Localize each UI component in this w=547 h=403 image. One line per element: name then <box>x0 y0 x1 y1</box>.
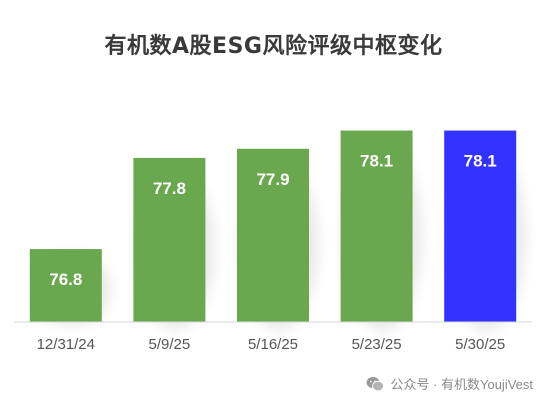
bar <box>237 148 309 322</box>
data-label: 77.8 <box>153 179 186 198</box>
x-tick-label: 12/31/24 <box>37 336 95 353</box>
wechat-icon <box>366 376 385 391</box>
x-tick-label: 5/30/25 <box>455 336 505 353</box>
watermark: 公众号 · 有机数YoujiVest <box>366 374 533 393</box>
x-tick-labels-group: 12/31/24 5/9/25 5/16/25 5/23/25 5/30/25 <box>37 336 506 353</box>
bar <box>444 130 517 322</box>
data-label: 77.9 <box>256 170 289 189</box>
bars-group <box>29 130 517 322</box>
bar <box>340 130 413 322</box>
x-tick-label: 5/9/25 <box>149 336 191 353</box>
data-label: 78.1 <box>464 152 497 171</box>
bar <box>133 157 206 322</box>
bar <box>29 249 102 322</box>
data-label: 76.8 <box>49 270 82 289</box>
watermark-text: 公众号 · 有机数YoujiVest <box>390 377 533 392</box>
chart-title: 有机数A股ESG风险评级中枢变化 <box>104 34 443 59</box>
data-label: 78.1 <box>360 152 393 171</box>
x-tick-label: 5/16/25 <box>248 336 298 353</box>
value-labels-group: 76.8 77.8 77.9 78.1 78.1 <box>49 152 496 290</box>
x-tick-label: 5/23/25 <box>352 336 402 353</box>
